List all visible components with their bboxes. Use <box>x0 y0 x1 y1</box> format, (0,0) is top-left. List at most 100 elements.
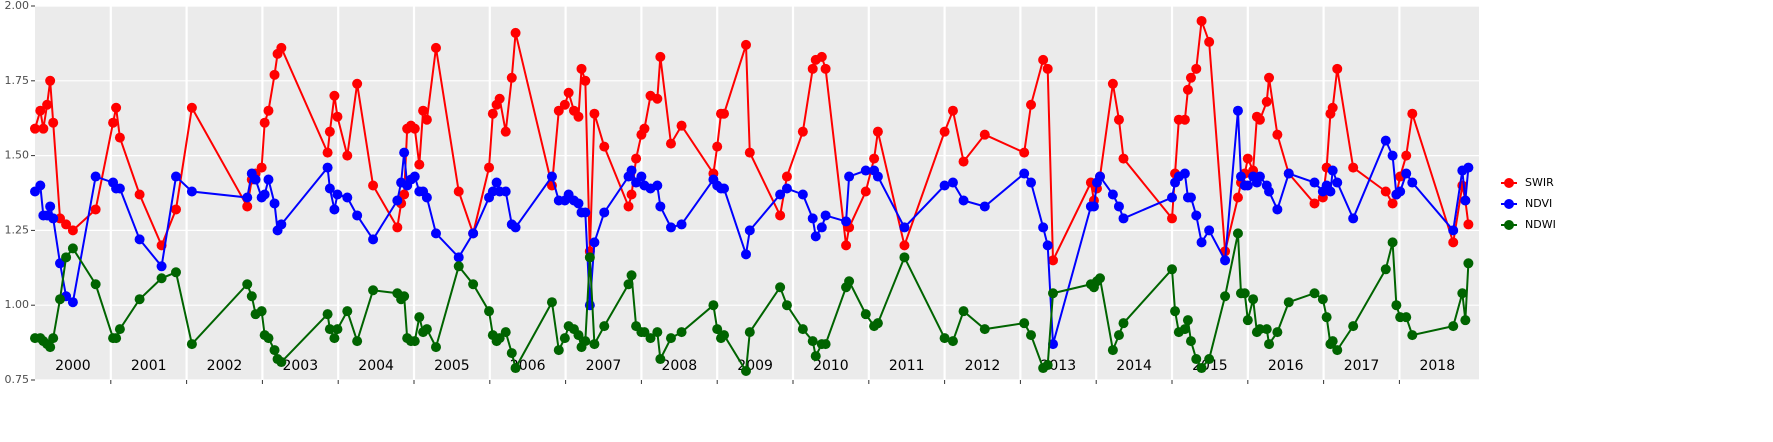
x-tick-label: 2008 <box>661 358 697 374</box>
data-point <box>1026 99 1037 110</box>
data-point <box>1332 345 1343 356</box>
data-point <box>186 339 197 350</box>
data-point <box>409 123 420 134</box>
data-point <box>1325 186 1336 197</box>
data-point <box>352 336 363 347</box>
data-point <box>1048 255 1059 266</box>
data-point <box>111 333 122 344</box>
data-point <box>134 234 145 245</box>
data-point <box>38 123 49 134</box>
data-point <box>708 300 719 311</box>
data-point <box>623 201 634 212</box>
data-point <box>409 171 420 182</box>
data-point <box>820 63 831 74</box>
data-point <box>1182 84 1193 95</box>
data-point <box>1220 255 1231 266</box>
data-point <box>114 324 125 335</box>
data-point <box>500 186 511 197</box>
data-point <box>1118 318 1129 329</box>
data-point <box>1332 63 1343 74</box>
data-point <box>1167 213 1178 224</box>
data-point <box>580 75 591 86</box>
data-point <box>797 324 808 335</box>
data-point <box>250 174 261 185</box>
data-point <box>810 231 821 242</box>
data-point <box>860 165 871 176</box>
data-point <box>626 270 637 281</box>
x-tick-label: 2002 <box>207 358 243 374</box>
data-point <box>719 108 730 119</box>
data-point <box>797 126 808 137</box>
x-tick-label: 2007 <box>586 358 622 374</box>
data-point <box>259 189 270 200</box>
data-point <box>872 126 883 137</box>
data-point <box>430 228 441 239</box>
data-point <box>676 120 687 131</box>
data-point <box>242 192 253 203</box>
data-point <box>599 141 610 152</box>
data-point <box>453 252 464 263</box>
data-point <box>324 126 335 137</box>
data-point <box>1019 147 1030 158</box>
data-point <box>484 162 495 173</box>
data-point <box>259 117 270 128</box>
data-point <box>342 306 353 317</box>
data-point <box>599 321 610 332</box>
data-point <box>506 348 517 359</box>
data-point <box>1380 186 1391 197</box>
data-point <box>979 129 990 140</box>
data-point <box>67 297 78 308</box>
data-point <box>269 198 280 209</box>
data-point <box>1118 213 1129 224</box>
data-point <box>655 201 666 212</box>
data-point <box>899 222 910 233</box>
data-point <box>1048 339 1059 350</box>
data-point <box>1387 198 1398 209</box>
data-point <box>111 102 122 113</box>
data-point <box>665 222 676 233</box>
data-point <box>1380 264 1391 275</box>
y-tick-label: 1.25 <box>5 223 30 236</box>
data-point <box>860 186 871 197</box>
data-point <box>186 102 197 113</box>
data-point <box>939 126 950 137</box>
data-point <box>1348 321 1359 332</box>
y-tick-label: 1.50 <box>5 149 30 162</box>
data-point <box>573 111 584 122</box>
data-point <box>170 267 181 278</box>
data-point <box>1179 324 1190 335</box>
data-point <box>1167 264 1178 275</box>
data-point <box>1254 114 1265 125</box>
data-point <box>322 147 333 158</box>
data-point <box>468 228 479 239</box>
data-point <box>114 132 125 143</box>
data-point <box>399 291 410 302</box>
data-point <box>631 153 642 164</box>
data-point <box>242 279 253 290</box>
data-point <box>1387 150 1398 161</box>
data-point <box>744 225 755 236</box>
data-point <box>626 189 637 200</box>
x-tick-label: 2017 <box>1344 358 1380 374</box>
data-point <box>114 183 125 194</box>
data-point <box>652 180 663 191</box>
data-point <box>368 234 379 245</box>
data-point <box>872 171 883 182</box>
data-point <box>1261 96 1272 107</box>
data-point <box>108 117 119 128</box>
data-point <box>342 192 353 203</box>
data-point <box>1348 213 1359 224</box>
data-point <box>1321 312 1332 323</box>
data-point <box>263 174 274 185</box>
data-point <box>719 183 730 194</box>
data-point <box>55 294 66 305</box>
data-point <box>899 252 910 263</box>
data-point <box>807 213 818 224</box>
data-point <box>553 345 564 356</box>
legend-swatch <box>1504 220 1514 230</box>
data-point <box>652 327 663 338</box>
data-point <box>655 354 666 365</box>
data-point <box>584 252 595 263</box>
data-point <box>573 198 584 209</box>
data-point <box>67 225 78 236</box>
